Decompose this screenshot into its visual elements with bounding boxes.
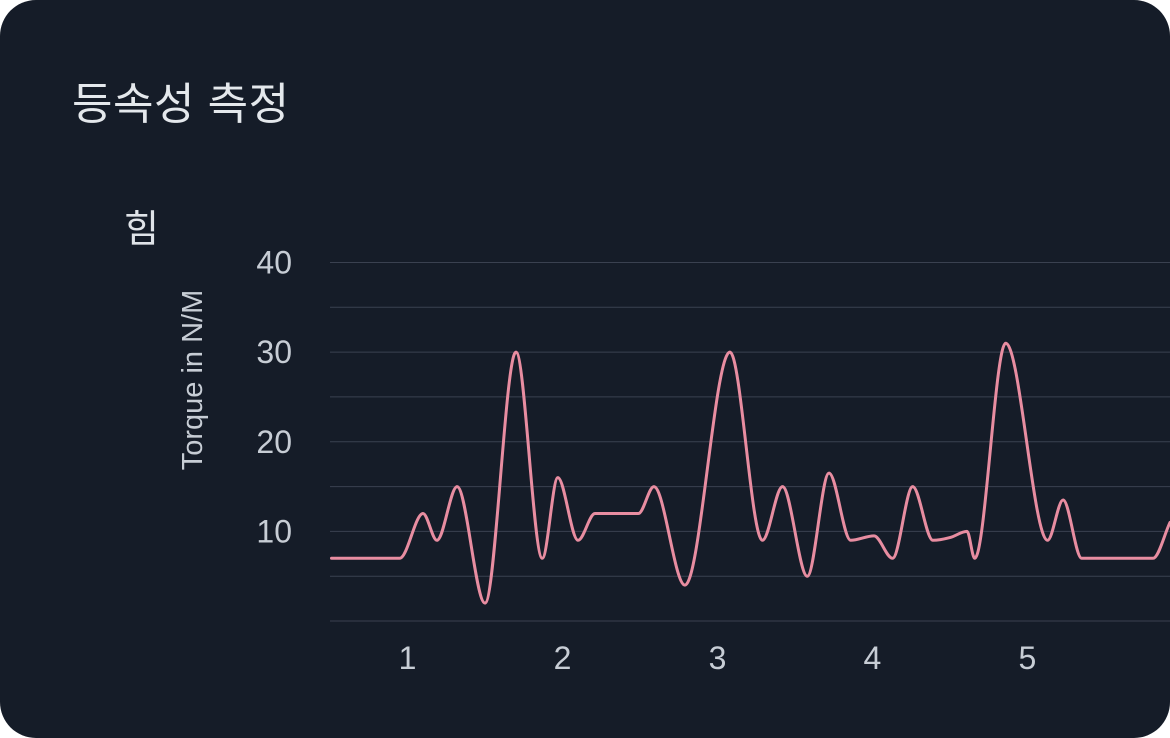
x-tick-label: 2 bbox=[554, 640, 572, 676]
x-tick-label: 3 bbox=[709, 640, 727, 676]
x-tick-label: 4 bbox=[864, 640, 882, 676]
x-tick-label: 5 bbox=[1019, 640, 1037, 676]
y-tick-label: 10 bbox=[256, 513, 292, 549]
y-axis-label: Torque in N/M bbox=[177, 290, 209, 471]
x-tick-label: 1 bbox=[399, 640, 417, 676]
series-label: 힘 bbox=[124, 209, 159, 251]
y-tick-label: 20 bbox=[256, 424, 292, 460]
torque-line-series bbox=[330, 341, 1170, 605]
chart-title: 등속성 측정 bbox=[72, 80, 290, 129]
y-axis-tick-labels: 10 20 30 40 bbox=[256, 245, 292, 550]
y-tick-label: 40 bbox=[256, 245, 292, 281]
y-tick-label: 30 bbox=[256, 334, 292, 370]
gridlines bbox=[330, 262, 1170, 622]
x-axis-tick-labels: 1 2 3 4 5 bbox=[399, 640, 1037, 676]
